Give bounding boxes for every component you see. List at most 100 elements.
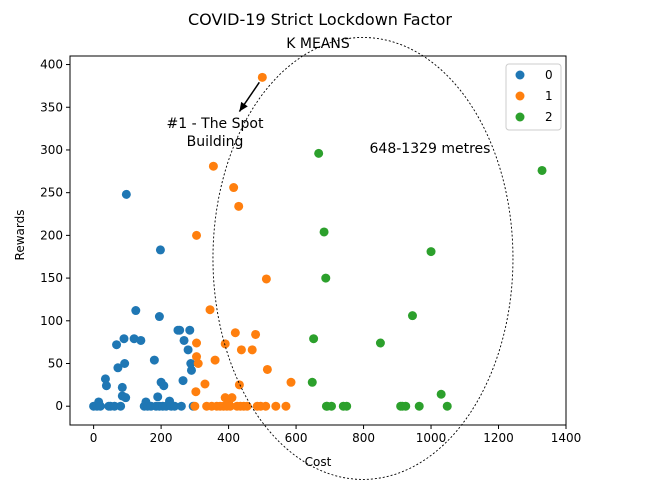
- point-cluster-1: [251, 329, 261, 339]
- y-tick-label: 50: [48, 357, 63, 371]
- point-cluster-0: [159, 381, 169, 391]
- point-cluster-0: [170, 401, 180, 411]
- point-cluster-1: [229, 183, 239, 193]
- point-cluster-1: [192, 338, 202, 348]
- x-axis-label: Cost: [305, 455, 332, 469]
- x-tick-label: 1400: [551, 431, 582, 445]
- annotation-spot-building-line2: Building: [187, 134, 244, 150]
- legend-label-2: 2: [545, 110, 553, 124]
- legend-marker-1: [515, 91, 525, 101]
- legend-frame: [505, 63, 562, 131]
- point-cluster-0: [119, 334, 129, 344]
- point-cluster-0: [136, 335, 146, 345]
- plot-frame: [69, 55, 567, 426]
- point-cluster-1: [193, 359, 203, 368]
- point-cluster-0: [131, 306, 141, 316]
- y-tick-label: 100: [40, 314, 63, 328]
- y-tick-label: 150: [40, 271, 63, 285]
- scatter-points: [89, 72, 547, 411]
- point-cluster-2: [414, 401, 424, 411]
- point-cluster-1: [225, 401, 235, 411]
- x-tick-label: 1000: [416, 431, 447, 445]
- point-cluster-1: [236, 345, 246, 355]
- y-axis-label: Rewards: [13, 210, 27, 261]
- point-cluster-2: [401, 401, 411, 411]
- x-tick-label: 1200: [483, 431, 514, 445]
- point-cluster-0: [121, 189, 131, 199]
- legend-marker-2: [515, 112, 525, 122]
- point-cluster-1: [208, 161, 218, 171]
- x-tick-label: 200: [150, 431, 173, 445]
- point-cluster-0: [178, 376, 188, 386]
- y-tick-label: 350: [40, 100, 63, 114]
- legend-marker-0: [515, 70, 525, 80]
- x-tick-label: 800: [352, 431, 375, 445]
- point-cluster-2: [314, 148, 324, 158]
- point-cluster-0: [153, 392, 163, 402]
- point-cluster-2: [436, 389, 446, 399]
- point-cluster-0: [149, 355, 159, 365]
- plot-area: [69, 55, 567, 426]
- point-cluster-0: [112, 340, 122, 350]
- point-cluster-0: [179, 335, 189, 345]
- point-cluster-1: [286, 377, 296, 387]
- region-ellipse: [212, 36, 514, 480]
- chart-subtitle: K MEANS: [286, 36, 350, 52]
- point-cluster-0: [116, 401, 126, 411]
- point-cluster-0: [101, 381, 111, 391]
- point-cluster-1: [242, 401, 252, 411]
- point-cluster-2: [309, 334, 319, 344]
- x-tick-label: 0: [90, 431, 98, 445]
- point-cluster-1: [227, 393, 237, 403]
- point-cluster-0: [121, 393, 131, 403]
- point-cluster-0: [185, 325, 195, 335]
- y-tick-label: 250: [40, 186, 63, 200]
- annotation-spot-building-line1: #1 - The Spot: [167, 116, 264, 132]
- point-cluster-1: [192, 352, 202, 362]
- point-cluster-0: [129, 334, 139, 344]
- point-cluster-2: [321, 273, 331, 283]
- point-cluster-1: [234, 201, 244, 211]
- point-cluster-0: [186, 365, 196, 375]
- point-cluster-0: [154, 312, 164, 322]
- y-tick-label: 0: [55, 399, 63, 413]
- point-cluster-1: [234, 380, 244, 390]
- annotations: #1 - The Spot Building 648-1329 metres: [167, 36, 514, 480]
- point-cluster-1: [230, 328, 240, 338]
- point-cluster-1: [257, 72, 267, 82]
- point-cluster-0: [100, 374, 110, 384]
- point-cluster-0: [117, 382, 127, 392]
- x-tick-label: 600: [285, 431, 308, 445]
- legend-label-0: 0: [545, 68, 553, 82]
- legend-label-1: 1: [545, 89, 553, 103]
- point-cluster-1: [261, 401, 271, 411]
- point-cluster-0: [186, 359, 196, 368]
- y-tick-label: 400: [40, 58, 63, 72]
- point-cluster-1: [205, 305, 215, 315]
- x-tick-label: 400: [217, 431, 240, 445]
- axis-ticks: 0 200 400 600 800 1000 1200 1400050100150200250…: [40, 58, 581, 445]
- point-cluster-2: [326, 401, 336, 411]
- point-cluster-0: [176, 401, 186, 411]
- point-cluster-0: [183, 345, 193, 355]
- arrow-head: [239, 101, 248, 112]
- point-cluster-1: [192, 230, 202, 240]
- point-cluster-1: [262, 364, 272, 374]
- chart-title: COVID-19 Strict Lockdown Factor: [188, 10, 452, 29]
- point-cluster-1: [261, 274, 271, 284]
- point-cluster-1: [190, 401, 200, 411]
- annotation-distance-range: 648-1329 metres: [370, 141, 491, 157]
- point-cluster-1: [191, 387, 201, 397]
- point-cluster-0: [175, 325, 185, 335]
- point-cluster-2: [407, 311, 417, 321]
- point-cluster-1: [271, 401, 281, 411]
- point-cluster-2: [426, 247, 436, 257]
- point-cluster-2: [375, 338, 385, 348]
- point-cluster-2: [342, 401, 352, 411]
- point-cluster-2: [319, 227, 329, 237]
- point-cluster-0: [95, 401, 105, 411]
- point-cluster-1: [247, 345, 257, 355]
- y-tick-label: 300: [40, 143, 63, 157]
- point-cluster-1: [200, 379, 210, 389]
